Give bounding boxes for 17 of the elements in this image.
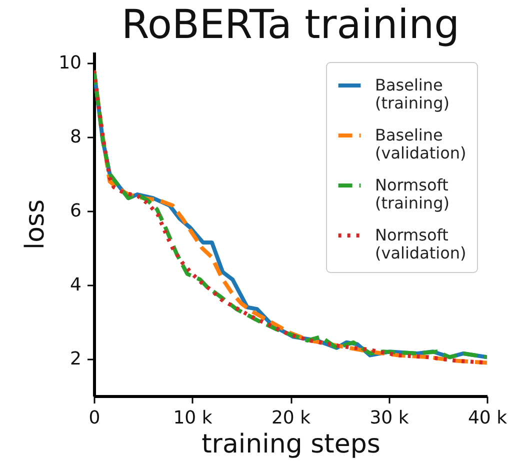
legend-label: Baseline (training) bbox=[375, 76, 450, 112]
x-tick-label: 30 k bbox=[370, 408, 410, 428]
legend-label: Baseline (validation) bbox=[375, 126, 466, 162]
y-tick-label: 2 bbox=[70, 348, 82, 370]
legend-label: Normsoft (training) bbox=[375, 176, 450, 212]
x-tick-label: 0 bbox=[88, 408, 100, 428]
x-tick-label: 10 k bbox=[173, 408, 213, 428]
x-axis-title: training steps bbox=[202, 430, 380, 460]
y-axis-title: loss bbox=[20, 199, 51, 250]
y-tick-label: 6 bbox=[70, 200, 82, 222]
y-tick-label: 10 bbox=[58, 52, 82, 74]
legend-label: Normsoft (validation) bbox=[375, 226, 466, 262]
chart-title: RoBERTa training bbox=[121, 2, 460, 48]
x-tick-label: 20 k bbox=[271, 408, 312, 428]
x-tick-label: 40 k bbox=[468, 408, 508, 428]
y-tick-label: 8 bbox=[70, 126, 82, 148]
y-tick-label: 4 bbox=[70, 274, 82, 296]
